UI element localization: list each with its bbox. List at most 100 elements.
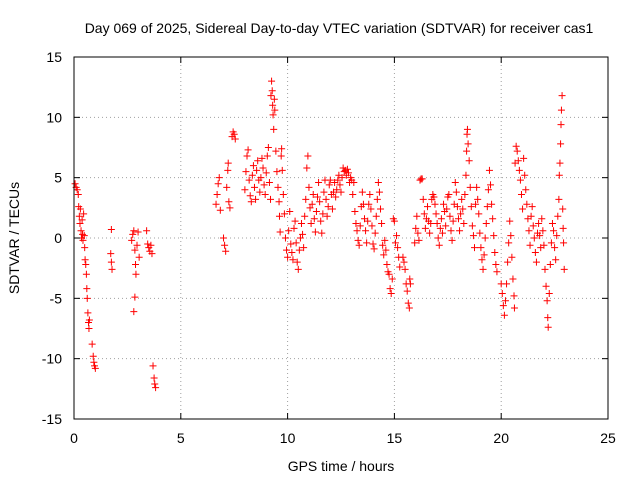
- data-point: [400, 258, 408, 266]
- chart-title: Day 069 of 2025, Sidereal Day-to-day VTE…: [85, 20, 594, 36]
- data-point: [261, 191, 269, 199]
- data-point: [333, 186, 341, 194]
- data-point: [453, 203, 461, 211]
- data-point: [510, 304, 518, 312]
- data-point: [419, 195, 427, 203]
- data-point: [414, 229, 422, 237]
- data-point: [483, 203, 491, 211]
- data-point: [249, 162, 257, 170]
- data-point: [354, 236, 362, 244]
- y-axis-label: SDTVAR / TECUs: [6, 182, 22, 294]
- data-point: [322, 195, 330, 203]
- data-point: [257, 174, 265, 182]
- data-point: [504, 258, 512, 266]
- data-point: [278, 145, 286, 153]
- data-point: [332, 193, 340, 201]
- data-point: [328, 205, 336, 213]
- data-point: [370, 245, 378, 253]
- data-point: [399, 253, 407, 261]
- data-point: [78, 216, 86, 224]
- data-point: [374, 178, 382, 186]
- data-point: [381, 236, 389, 244]
- data-point: [519, 205, 527, 213]
- data-point: [358, 188, 366, 196]
- data-point: [268, 77, 276, 85]
- data-point: [560, 265, 568, 273]
- data-point: [77, 227, 85, 235]
- data-point: [89, 352, 97, 360]
- data-point: [560, 239, 568, 247]
- data-point: [241, 186, 249, 194]
- data-point: [212, 200, 220, 208]
- data-point: [557, 140, 565, 148]
- data-point: [556, 159, 564, 167]
- data-point: [317, 217, 325, 225]
- data-point: [264, 144, 272, 151]
- data-point: [552, 256, 560, 264]
- data-point: [464, 140, 472, 148]
- data-point: [372, 212, 380, 220]
- data-point: [559, 224, 567, 232]
- data-point: [380, 251, 388, 259]
- data-point: [461, 191, 469, 199]
- data-point: [412, 224, 420, 232]
- data-point: [368, 222, 376, 230]
- data-point: [466, 183, 474, 191]
- data-point: [415, 236, 423, 244]
- data-point: [319, 210, 327, 218]
- data-point: [215, 174, 223, 182]
- x-tick-label: 5: [177, 430, 185, 446]
- data-point: [472, 200, 480, 208]
- data-point: [259, 164, 267, 172]
- data-point: [222, 247, 230, 255]
- data-point: [507, 232, 515, 240]
- x-tick-label: 10: [280, 430, 296, 446]
- data-point: [287, 240, 295, 248]
- data-point: [516, 176, 524, 184]
- data-point: [543, 297, 551, 305]
- data-point: [426, 229, 434, 237]
- data-point: [256, 188, 264, 196]
- data-point: [306, 204, 314, 212]
- data-point: [541, 265, 549, 273]
- data-point: [386, 285, 394, 293]
- data-point: [457, 210, 465, 218]
- axis-ticks: 0 5 10 15 20 25 -15 -10 -5 0 5 10 15: [42, 49, 616, 446]
- data-point: [433, 220, 441, 228]
- data-point: [513, 147, 521, 155]
- data-point: [284, 253, 292, 261]
- data-point: [246, 192, 254, 200]
- data-point: [260, 181, 268, 189]
- data-point: [463, 125, 471, 133]
- data-point: [295, 246, 303, 254]
- data-point: [74, 191, 82, 199]
- data-point: [477, 244, 485, 252]
- data-point: [481, 234, 489, 242]
- data-point: [506, 217, 514, 225]
- data-point: [473, 183, 481, 191]
- data-point: [363, 239, 371, 247]
- data-point: [134, 228, 142, 236]
- data-point: [312, 207, 320, 215]
- data-point: [270, 125, 278, 133]
- data-point: [221, 241, 229, 249]
- data-point: [311, 228, 319, 236]
- data-point: [378, 220, 386, 228]
- data-point: [545, 290, 553, 298]
- data-points: [71, 77, 568, 392]
- data-point: [526, 241, 534, 249]
- data-point: [85, 325, 93, 332]
- data-point: [366, 191, 374, 199]
- data-point: [76, 205, 84, 213]
- data-point: [80, 232, 88, 240]
- data-point: [325, 181, 333, 189]
- data-point: [285, 227, 293, 235]
- data-point: [424, 203, 432, 211]
- data-point: [278, 166, 286, 174]
- data-point: [252, 195, 260, 203]
- x-tick-label: 20: [493, 430, 509, 446]
- data-point: [528, 203, 536, 211]
- data-point: [344, 169, 352, 177]
- data-point: [336, 181, 344, 189]
- data-point: [132, 270, 140, 278]
